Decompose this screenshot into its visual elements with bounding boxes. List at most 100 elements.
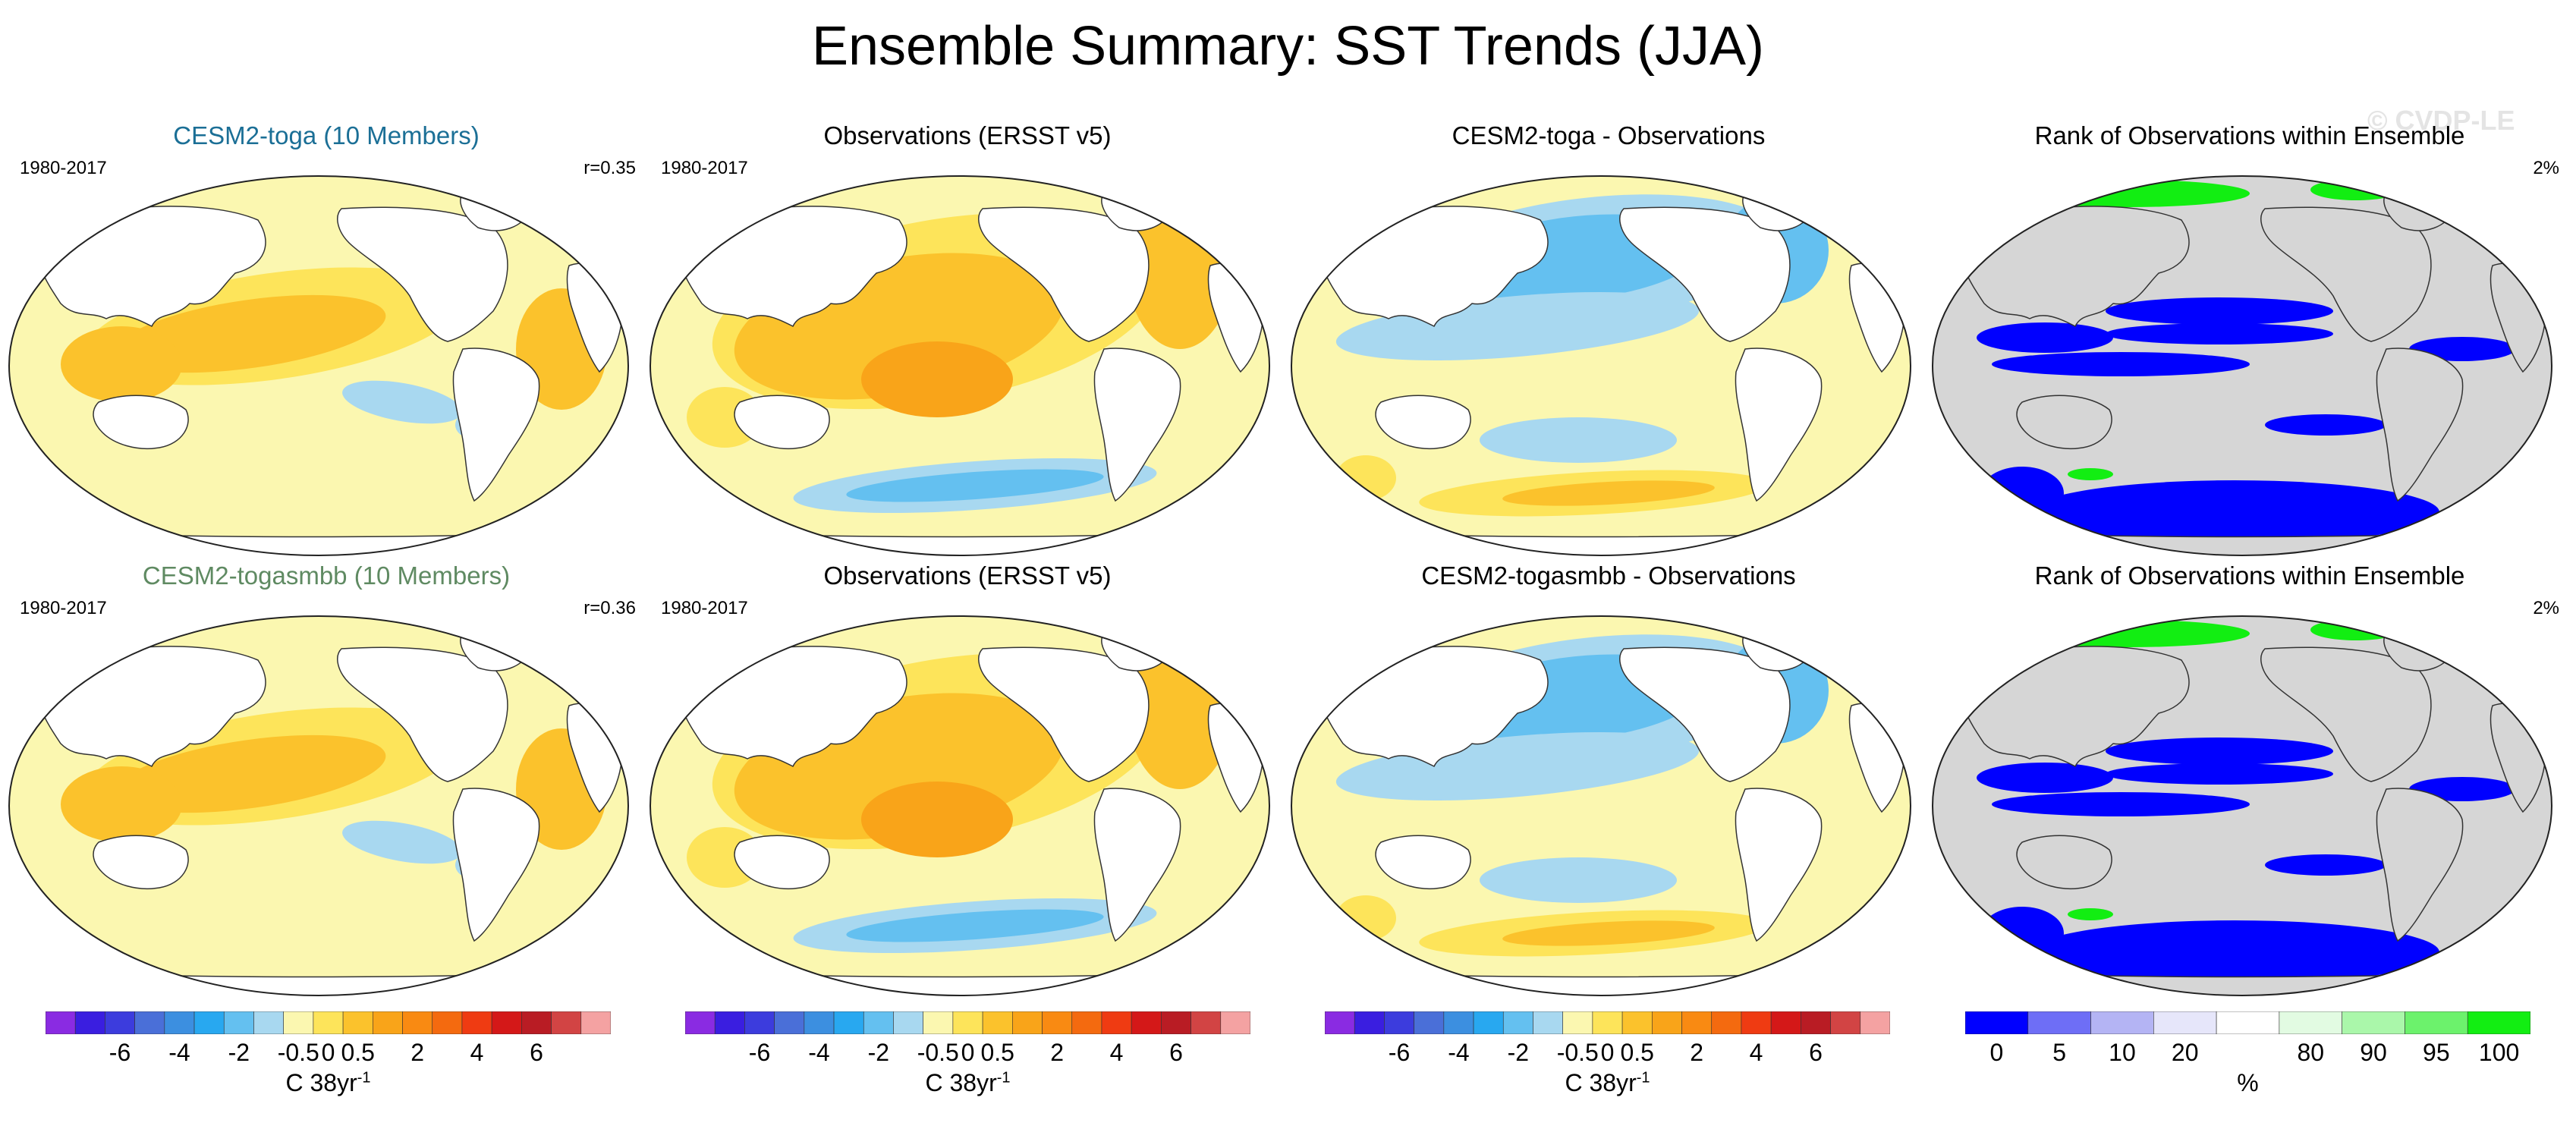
panel-title: CESM2-toga - Observations [1452,121,1766,149]
colorbar-swatch [313,1011,344,1035]
colorbar-tick-label: 2 [1050,1039,1065,1066]
colorbar-swatch [1502,1011,1533,1035]
rank-colorbar: 0 5 10 20 80 90 95 100% [1964,1011,2531,1110]
colorbar-swatch [223,1011,254,1035]
colorbar-tick-label: -4 [1448,1039,1470,1066]
rank-percent-label: 2% [2533,598,2559,618]
colorbar-swatch [833,1011,864,1035]
colorbar-swatch [1012,1011,1043,1035]
panel-r1-c1: CESM2-toga (10 Members) 1980-2017 r=0.35 [8,121,645,569]
colorbar-swatch [1220,1011,1251,1035]
panel-r1-c2: Observations (ERSST v5) 1980-2017 [649,121,1286,569]
diff-map [1290,175,1912,561]
colorbar-swatch [1562,1011,1593,1035]
colorbar-swatch [164,1011,195,1035]
model-map [8,615,630,1002]
colorbar-unit: C 38yr-1 [1565,1069,1650,1096]
colorbar-swatch [551,1011,582,1035]
colorbar-swatch [2279,1011,2342,1035]
colorbar-swatch [1711,1011,1742,1035]
panel-title: CESM2-toga (10 Members) [173,121,480,149]
diff-map [1290,615,1912,1002]
colorbar-swatch [2216,1011,2280,1035]
colorbar-swatch [253,1011,284,1035]
rank-map [1931,175,2553,561]
colorbar-swatch [2342,1011,2405,1035]
colorbar-swatch [1533,1011,1563,1035]
colorbar-tick-label: 6 [530,1039,543,1066]
colorbar-swatch [893,1011,923,1035]
trend-colorbar: -6 -4 -2 -0.5 0 0.5 2 4 6 C 38yr-1 [684,1011,1251,1110]
colorbar-swatch [2405,1011,2468,1035]
colorbar-swatch [1443,1011,1474,1035]
colorbar-tick-label: 20 [2171,1039,2199,1066]
colorbar-tick-label: 0.5 [341,1039,375,1066]
colorbar-swatch [982,1011,1013,1035]
colorbar-tick-label: 6 [1809,1039,1823,1066]
trend-colorbar: -6 -4 -2 -0.5 0 0.5 2 4 6 C 38yr-1 [45,1011,612,1110]
colorbar-swatch [45,1011,76,1035]
colorbar-swatch [714,1011,745,1035]
colorbar-swatch [1830,1011,1861,1035]
model-map [8,175,630,561]
colorbar-swatch [1652,1011,1682,1035]
colorbar-swatch [283,1011,314,1035]
colorbar-swatch [2090,1011,2154,1035]
colorbar-swatch [744,1011,775,1035]
colorbar-swatch [461,1011,492,1035]
colorbar-swatch [1414,1011,1445,1035]
colorbar-swatch [1324,1011,1355,1035]
panel-title: Rank of Observations within Ensemble [2034,561,2465,590]
colorbar-swatch [193,1011,225,1035]
panel-r1-c4: Rank of Observations within Ensemble 2% [1931,121,2568,569]
colorbar-tick-label: 100 [2478,1039,2520,1066]
colorbar-swatch [1964,1011,2029,1035]
colorbar-swatch [342,1011,373,1035]
colorbar-tick-label: 2 [410,1039,425,1066]
panel-title: Rank of Observations within Ensemble [2034,121,2465,149]
colorbar-tick-label: -6 [109,1039,131,1066]
colorbar-swatch [1042,1011,1073,1035]
colorbar-tick-label: 0 [321,1039,335,1066]
panel-title: CESM2-togasmbb - Observations [1421,561,1796,590]
colorbar-tick-label: 90 [2360,1039,2387,1066]
colorbar-swatch [74,1011,105,1035]
correlation-label: r=0.36 [583,598,636,618]
colorbar-swatch [863,1011,894,1035]
colorbar-tick-label: -2 [228,1039,250,1066]
colorbar-tick-label: 0 [961,1039,975,1066]
panel-r2-c4: Rank of Observations within Ensemble 2% [1931,561,2568,1009]
colorbar-swatch [1354,1011,1385,1035]
period-label: 1980-2017 [661,598,748,618]
colorbar-swatch [684,1011,716,1035]
colorbar-tick-label: -2 [867,1039,890,1066]
colorbar-swatch [1801,1011,1831,1035]
colorbar-swatch [1101,1011,1132,1035]
panel-r2-c2: Observations (ERSST v5) 1980-2017 [649,561,1286,1009]
colorbar-swatch [373,1011,403,1035]
period-label: 1980-2017 [20,158,107,178]
panel-r2-c1: CESM2-togasmbb (10 Members) 1980-2017 r=0.… [8,561,645,1009]
correlation-label: r=0.35 [583,158,636,178]
colorbar-tick-label: 6 [1169,1039,1183,1066]
colorbar-swatch [402,1011,433,1035]
period-label: 1980-2017 [661,158,748,178]
colorbar-swatch [580,1011,612,1035]
colorbar-swatch [1741,1011,1772,1035]
colorbar-tick-label: -0.5 [917,1039,959,1066]
colorbar-swatch [923,1011,954,1035]
colorbar-swatch [1131,1011,1162,1035]
colorbar-tick-label: 80 [2297,1039,2325,1066]
colorbar-tick-label: 10 [2109,1039,2136,1066]
colorbar-swatch [774,1011,805,1035]
colorbar-unit: % [2237,1069,2259,1096]
colorbar-tick-label: -6 [748,1039,771,1066]
colorbar-swatch [2467,1011,2531,1035]
colorbar-tick-label: -2 [1507,1039,1530,1066]
panel-title: CESM2-togasmbb (10 Members) [142,561,511,590]
panel-title: Observations (ERSST v5) [823,561,1112,590]
colorbar-swatch [1621,1011,1653,1035]
colorbar-swatch [491,1011,522,1035]
colorbar-swatch [804,1011,835,1035]
colorbar-swatch [1473,1011,1504,1035]
